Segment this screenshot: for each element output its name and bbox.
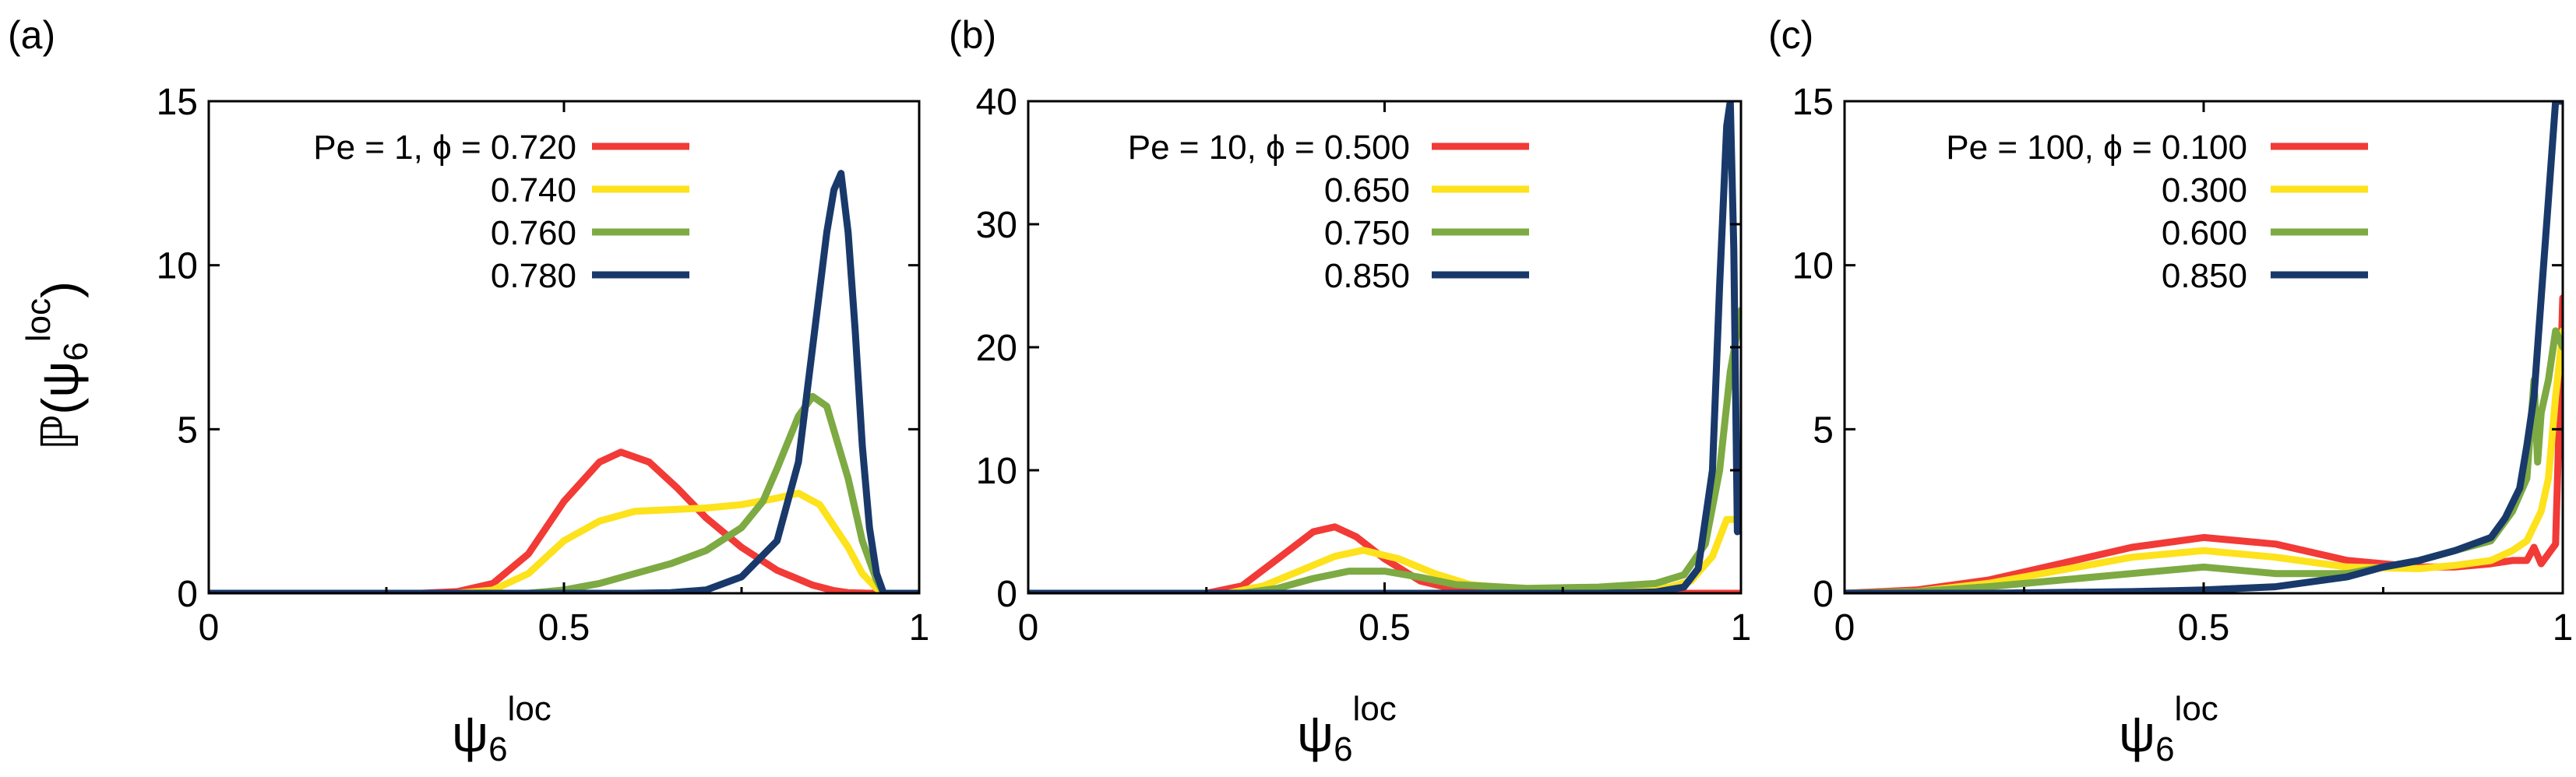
y-tick-label-a: 15 (157, 82, 198, 123)
x-axis-title-a: ψ6loc (452, 690, 551, 768)
x-tick-label-b: 0 (1018, 607, 1039, 649)
legend-label-a-0.760: 0.760 (491, 214, 576, 252)
panel-label-c: (c) (1768, 13, 1813, 57)
x-axis-title-c: ψ6loc (2119, 690, 2218, 768)
legend-label-b-0.850: 0.850 (1324, 257, 1410, 295)
y-tick-label-c: 0 (1813, 574, 1834, 615)
x-tick-label-a: 0 (199, 607, 220, 649)
y-tick-label-b: 10 (976, 451, 1017, 492)
y-tick-label-b: 0 (996, 574, 1017, 615)
legend-b: Pe = 10, ϕ = 0.500 0.650 0.750 0.850 (1128, 128, 1529, 295)
y-tick-label-c: 10 (1792, 246, 1834, 287)
panel-label-a: (a) (8, 13, 55, 57)
legend-label-b-0.500: Pe = 10, ϕ = 0.500 (1128, 128, 1410, 167)
y-axis-title-close: ) (31, 281, 89, 298)
panel-label-b: (b) (949, 13, 996, 57)
y-tick-label-b: 40 (976, 82, 1017, 123)
series-group-a (209, 170, 919, 593)
legend-label-a-0.740: 0.740 (491, 171, 576, 209)
x-tick-label-a: 1 (909, 607, 930, 649)
series-line-a-0.780 (209, 170, 919, 593)
series-line-a-0.760 (209, 392, 919, 593)
legend-c: Pe = 100, ϕ = 0.100 0.300 0.600 0.850 (1946, 128, 2368, 295)
y-tick-label-b: 20 (976, 328, 1017, 369)
x-tick-label-c: 0 (1834, 607, 1855, 649)
legend-label-c-0.100: Pe = 100, ϕ = 0.100 (1946, 128, 2247, 167)
series-line-a-0.720 (209, 448, 919, 593)
legend-label-c-0.600: 0.600 (2162, 214, 2247, 252)
series-group-c (1845, 101, 2563, 593)
y-tick-label-a: 5 (177, 410, 198, 451)
y-tick-label-b: 30 (976, 205, 1017, 246)
legend-label-c-0.300: 0.300 (2162, 171, 2247, 209)
x-tick-label-c: 0.5 (2178, 607, 2230, 649)
series-line-b-0.750 (1028, 307, 1741, 593)
legend-a: Pe = 1, ϕ = 0.720 0.740 0.760 0.780 (313, 128, 689, 295)
legend-label-a-0.780: 0.780 (491, 257, 576, 295)
legend-label-b-0.750: 0.750 (1324, 214, 1410, 252)
x-tick-label-a: 0.5 (538, 607, 590, 649)
y-tick-label-c: 5 (1813, 410, 1834, 451)
y-tick-label-a: 0 (177, 574, 198, 615)
x-axis-title-b: ψ6loc (1297, 690, 1397, 768)
series-line-c-0.850 (1845, 101, 2563, 593)
y-axis-title: ℙ(ψ6loc) (19, 281, 95, 451)
x-tick-label-b: 0.5 (1358, 607, 1411, 649)
x-tick-label-c: 1 (2553, 607, 2574, 649)
y-tick-label-a: 10 (157, 246, 198, 287)
y-tick-label-c: 15 (1792, 82, 1834, 123)
series-line-c-0.300 (1845, 327, 2563, 593)
y-axis-title-main: ℙ(ψ (31, 361, 89, 451)
legend-label-b-0.650: 0.650 (1324, 171, 1410, 209)
series-line-a-0.740 (209, 490, 919, 593)
y-axis-title-sub: 6 (57, 342, 95, 360)
series-line-b-0.650 (1028, 515, 1741, 593)
legend-label-c-0.850: 0.850 (2162, 257, 2247, 295)
y-axis-title-sup: loc (19, 298, 58, 342)
legend-label-a-0.720: Pe = 1, ϕ = 0.720 (313, 128, 576, 167)
x-tick-label-b: 1 (1731, 607, 1752, 649)
